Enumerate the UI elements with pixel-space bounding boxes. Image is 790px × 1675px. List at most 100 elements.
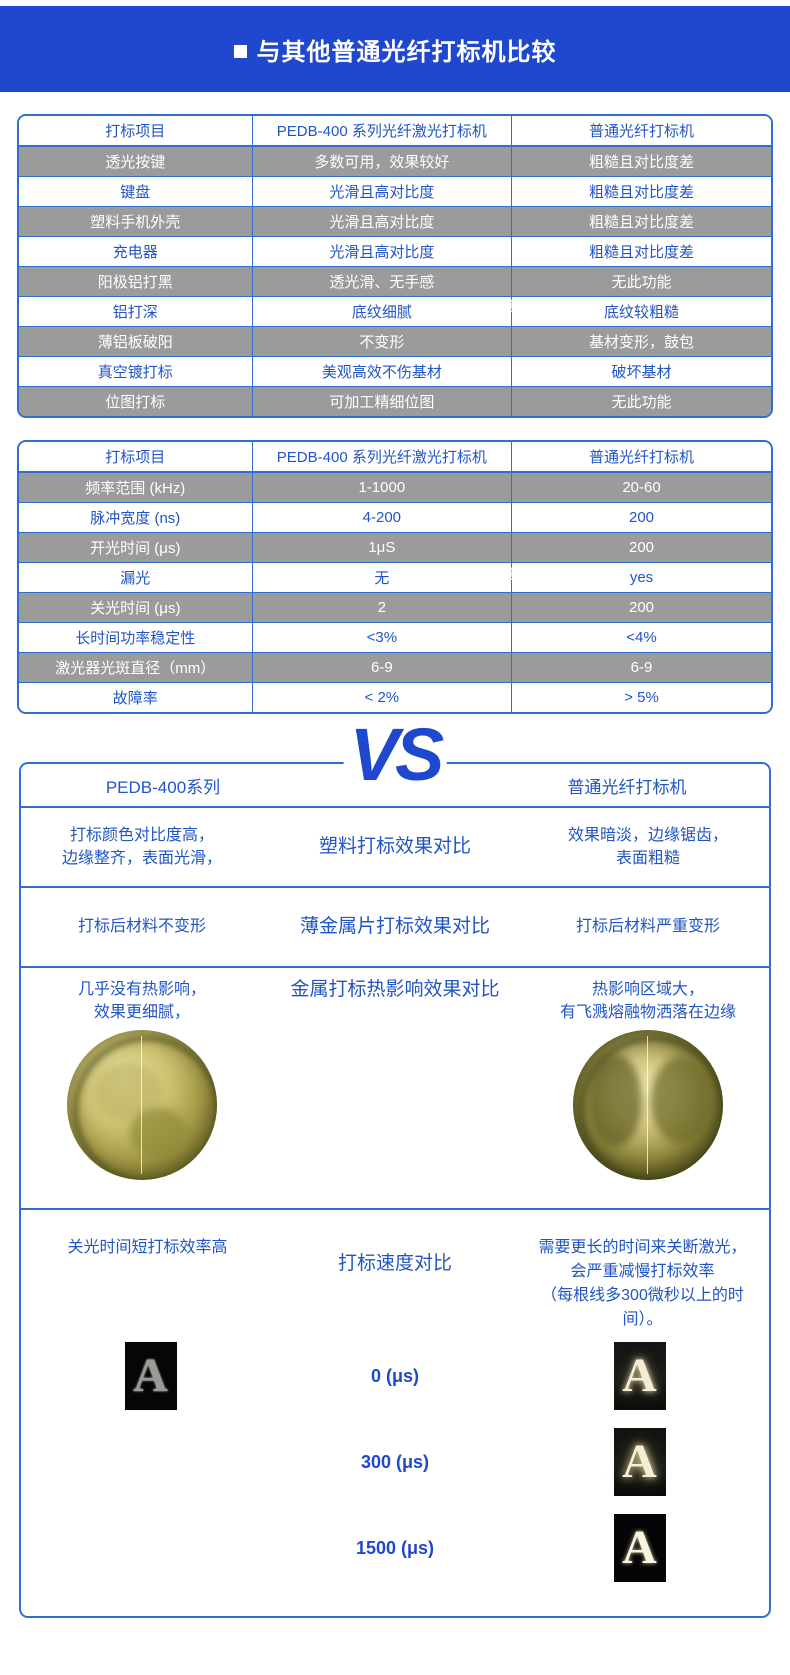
table1-cell: 真空镀打标 xyxy=(19,356,253,387)
vs-row-2-right-col: 热影响区域大， 有飞溅熔融物洒落在边缘 xyxy=(527,968,769,1208)
table1-cell: 粗糙且对比度差 xyxy=(511,146,771,177)
table2-cell: 开光时间 (μs) xyxy=(19,532,253,563)
seam-line xyxy=(140,1036,142,1175)
seam-line xyxy=(646,1036,648,1175)
table-row: 充电器 光滑且高对比度 粗糙且对比度差 xyxy=(19,236,771,267)
table-row: 薄铝板破阳 不变形 基材变形，鼓包 xyxy=(19,326,771,357)
table1-header-0: 打标项目 xyxy=(19,116,253,147)
square-bullet-icon xyxy=(233,44,247,58)
table1-cell: 破坏基材 xyxy=(511,356,771,387)
spec-table-2-wrapper: 打标项目 PEDB-400 系列光纤激光打标机 普通光纤打标机 频率范围 (kH… xyxy=(17,440,773,714)
table2-cell: 200 xyxy=(511,592,771,623)
table2-cell: 2 xyxy=(252,592,513,623)
ring-wave xyxy=(73,1036,217,1181)
table2-cell: 激光器光斑直径（mm） xyxy=(19,652,253,683)
table1-cell: 透光滑、无手感 xyxy=(252,266,513,297)
vs-row-2-left-col: 几乎没有热影响， 效果更细腻， xyxy=(21,968,263,1208)
table-header-row: 打标项目 PEDB-400 系列光纤激光打标机 普通光纤打标机 xyxy=(19,442,771,473)
vs-row-1-right: 打标后材料严重变形 xyxy=(575,918,720,936)
vs-right-header: 普通光纤打标机 xyxy=(567,777,687,797)
table1-cell: 可加工精细位图 xyxy=(252,386,513,416)
sample-1-label: 300 (μs) xyxy=(360,1451,430,1472)
vs-row-thin-metal: 打标后材料不变形 薄金属片打标效果对比 打标后材料严重变形 xyxy=(21,888,769,968)
table1-cell: 不变形 xyxy=(252,326,513,357)
table1-cell: 美观高效不伤基材 xyxy=(252,356,513,387)
table1-header-2: 普通光纤打标机 xyxy=(511,116,771,147)
spec-table-2: 打标项目 PEDB-400 系列光纤激光打标机 普通光纤打标机 频率范围 (kH… xyxy=(19,442,771,712)
table2-cell: 1-1000 xyxy=(252,472,513,503)
table2-cell: 故障率 xyxy=(19,682,253,712)
table-row: 频率范围 (kHz) 1-1000 20-60 xyxy=(19,472,771,503)
table1-cell: 位图打标 xyxy=(19,386,253,416)
table1-cell: 底纹较粗糙 xyxy=(511,296,771,327)
table2-header-2: 普通光纤打标机 xyxy=(511,442,771,473)
speed-caption-row: 关光时间短打标效率高 打标速度对比 需要更长的时间来关断激光， 会严重减慢打标效率… xyxy=(21,1210,769,1336)
table-row: 阳极铝打黑 透光滑、无手感 无此功能 xyxy=(19,266,771,297)
sample-2-label: 1500 (μs) xyxy=(355,1537,435,1558)
marked-letter-cream-icon: A xyxy=(613,1342,666,1410)
sample-2-right: A xyxy=(510,1514,769,1582)
table2-cell: 频率范围 (kHz) xyxy=(19,472,253,503)
vs-comparison-section: VS PEDB-400系列 普通光纤打标机 打标颜色对比度高， 边缘整齐，表面光滑… xyxy=(19,718,771,1618)
speed-right-text: 需要更长的时间来关断激光， 会严重减慢打标效率 （每根线多300微秒以上的时间）。 xyxy=(538,1239,747,1328)
ring-wave xyxy=(579,1036,723,1181)
table2-cell: 4-200 xyxy=(252,502,513,533)
table-row: 开光时间 (μs) 1μS 200 xyxy=(19,532,771,563)
table1-cell: 多数可用，效果较好 xyxy=(252,146,513,177)
page-title: 与其他普通光纤打标机比较 xyxy=(256,38,557,66)
table1-header-1: PEDB-400 系列光纤激光打标机 xyxy=(252,116,513,147)
vs-row-heat-affected: 几乎没有热影响， 效果更细腻， 金属打标热影响效果对比 热影响区域大， 有飞溅熔融物… xyxy=(21,968,769,1210)
table2-header-1: PEDB-400 系列光纤激光打标机 xyxy=(252,442,513,473)
table1-cell: 基材变形，鼓包 xyxy=(511,326,771,357)
table2-header-0: 打标项目 xyxy=(19,442,253,473)
sample-1-right: A xyxy=(510,1428,769,1496)
marked-letter-cream-icon: A xyxy=(613,1514,666,1582)
vs-row-2-right: 热影响区域大， 有飞溅熔融物洒落在边缘 xyxy=(559,981,736,1022)
spec-table-1-wrapper: 打标项目 PEDB-400 系列光纤激光打标机 普通光纤打标机 透光按键 多数可… xyxy=(17,114,773,418)
table-row: 关光时间 (μs) 2 200 xyxy=(19,592,771,623)
table1-cell: 塑料手机外壳 xyxy=(19,206,253,237)
table-row: 键盘 光滑且高对比度 粗糙且对比度差 xyxy=(19,176,771,207)
table1-cell: 铝打深 xyxy=(19,296,253,327)
sample-2-left xyxy=(21,1514,280,1582)
table1-cell: 光滑且高对比度 xyxy=(252,236,513,267)
table1-cell: 薄铝板破阳 xyxy=(19,326,253,357)
sample-1-left-empty xyxy=(125,1428,177,1496)
vs-row-0-middle: 塑料打标效果对比 xyxy=(318,836,471,858)
table2-cell: 200 xyxy=(511,502,771,533)
vs-badge: VS xyxy=(343,718,447,792)
table1-cell: 光滑且高对比度 xyxy=(252,206,513,237)
vs-row-0-right: 效果暗淡，边缘锯齿， 表面粗糙 xyxy=(567,826,728,867)
table-row: 脉冲宽度 (ns) 4-200 200 xyxy=(19,502,771,533)
table2-cell: 1μS xyxy=(252,532,513,563)
table2-cell: 6-9 xyxy=(252,652,513,683)
table2-cell: 长时间功率稳定性 xyxy=(19,622,253,653)
table1-cell: 充电器 xyxy=(19,236,253,267)
spec-table-1: 打标项目 PEDB-400 系列光纤激光打标机 普通光纤打标机 透光按键 多数可… xyxy=(19,116,771,416)
vs-row-1-left: 打标后材料不变形 xyxy=(77,918,206,936)
table2-cell: 无 xyxy=(252,562,513,593)
sample-2-left-empty xyxy=(125,1514,177,1582)
vs-row-0-left: 打标颜色对比度高， 边缘整齐，表面光滑， xyxy=(61,826,222,867)
speed-samples: A 0 (μs) A 300 (μs) A xyxy=(21,1336,769,1616)
vs-row-plastic: 打标颜色对比度高， 边缘整齐，表面光滑， 塑料打标效果对比 效果暗淡，边缘锯齿，表… xyxy=(21,808,769,888)
table1-cell: 粗糙且对比度差 xyxy=(511,176,771,207)
sample-row-2: 1500 (μs) A xyxy=(21,1514,769,1582)
sample-0-label: 0 (μs) xyxy=(370,1365,420,1386)
sample-row-0: A 0 (μs) A xyxy=(21,1342,769,1410)
table1-cell: 阳极铝打黑 xyxy=(19,266,253,297)
vs-row-2-middle: 金属打标热影响效果对比 xyxy=(290,979,500,1000)
vs-left-header: PEDB-400系列 xyxy=(105,777,221,797)
vs-row-speed: 关光时间短打标效率高 打标速度对比 需要更长的时间来关断激光， 会严重减慢打标效率… xyxy=(21,1210,769,1616)
table-row: 故障率 < 2% > 5% xyxy=(19,682,771,712)
banner-inner: 与其他普通光纤打标机比较 xyxy=(233,32,557,67)
vs-row-2-left: 几乎没有热影响， 效果更细腻， xyxy=(77,981,206,1022)
metal-sample-fine-icon xyxy=(67,1030,217,1181)
table1-cell: 粗糙且对比度差 xyxy=(511,236,771,267)
table2-cell: <3% xyxy=(252,622,513,653)
vs-row-1-middle: 薄金属片打标效果对比 xyxy=(299,916,490,938)
table2-cell: yes xyxy=(511,562,771,593)
vs-header-row: PEDB-400系列 普通光纤打标机 xyxy=(21,764,769,808)
table1-cell: 底纹细腻 xyxy=(252,296,513,327)
